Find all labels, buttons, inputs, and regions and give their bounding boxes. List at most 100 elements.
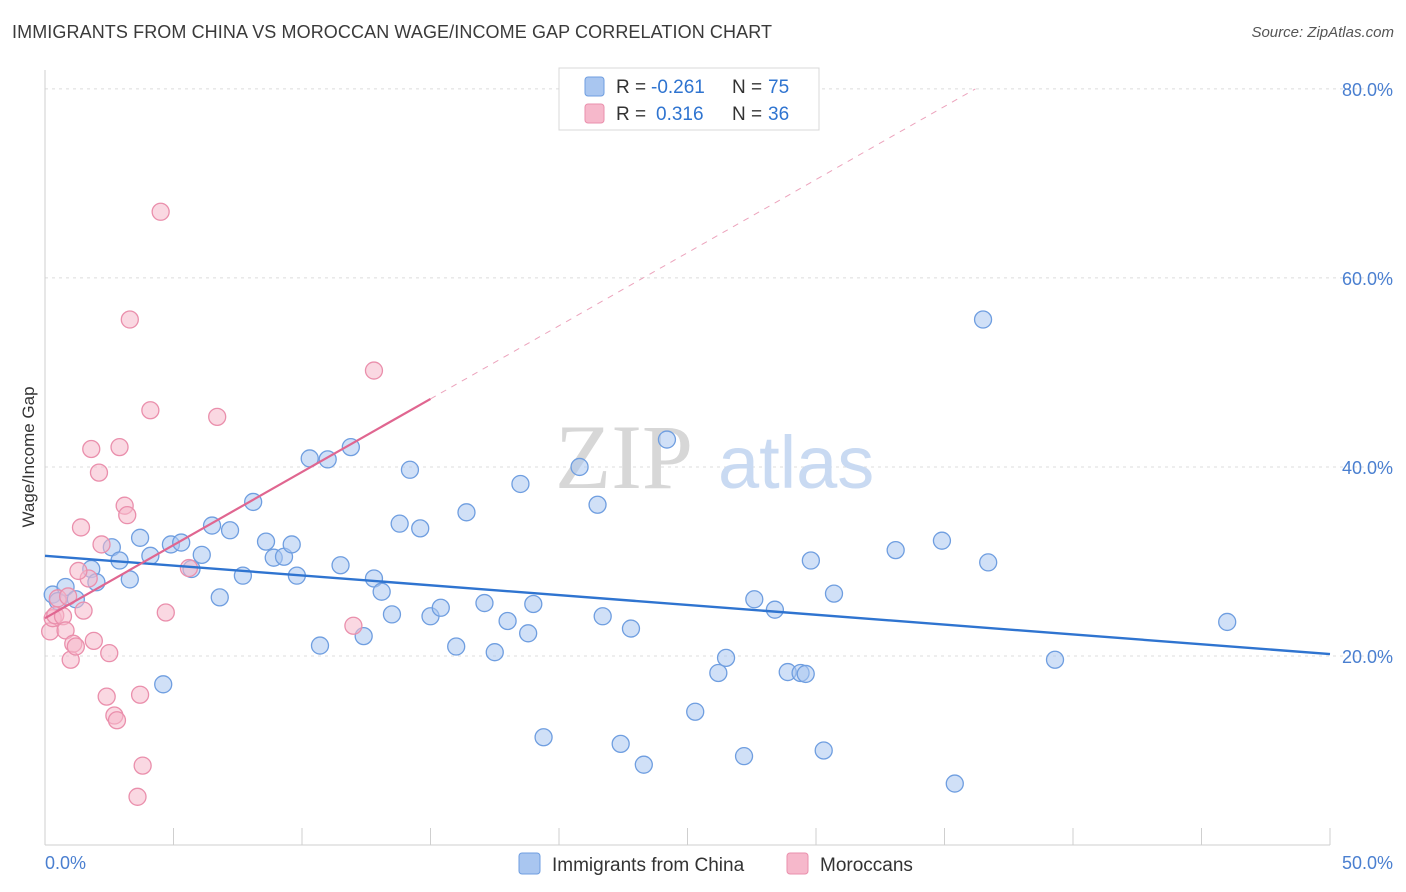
moroccans-trend-extension (430, 88, 976, 400)
moroccans-trend-line (44, 397, 432, 620)
china-point-74 (1218, 612, 1237, 632)
china-point-33 (372, 582, 391, 601)
china-point-9 (130, 528, 150, 547)
china-point-58 (716, 648, 736, 668)
china-point-60 (745, 590, 764, 609)
moroccans-point-14 (89, 463, 109, 482)
moroccans-point-15 (92, 535, 111, 554)
china-point-59 (734, 747, 754, 766)
china-point-72 (979, 553, 998, 572)
china-point-50 (588, 495, 607, 514)
series-moroccans-points (40, 202, 384, 806)
legend-r-value-2: 0.316 (656, 104, 704, 125)
y-tick-labels: 20.0% 40.0% 60.0% 80.0% (1342, 80, 1393, 667)
china-point-39 (431, 598, 450, 617)
china-point-35 (390, 514, 409, 533)
china-point-15 (192, 545, 211, 564)
moroccans-point-13 (84, 631, 103, 651)
china-point-48 (534, 728, 553, 747)
series-legend-swatch-china (518, 852, 541, 875)
china-point-52 (611, 734, 630, 754)
y-tick-label-60: 60.0% (1342, 269, 1393, 289)
moroccans-point-27 (141, 401, 160, 420)
moroccans-point-32 (344, 616, 363, 635)
moroccans-point-31 (208, 407, 227, 427)
moroccans-point-10 (74, 601, 93, 620)
china-point-54 (634, 755, 653, 774)
china-trend-line (44, 554, 1331, 656)
chart-source: Source: ZipAtlas.com (1251, 24, 1394, 41)
moroccans-point-20 (110, 437, 129, 457)
china-point-55 (657, 430, 677, 449)
moroccans-point-33 (364, 361, 384, 380)
china-point-70 (945, 774, 964, 793)
moroccans-point-23 (120, 310, 139, 329)
china-point-73 (1045, 650, 1065, 669)
legend-n-label-1: N = (732, 77, 762, 98)
series-legend: Immigrants from China Moroccans (518, 852, 913, 876)
china-point-49 (570, 457, 589, 477)
y-tick-label-40: 40.0% (1342, 458, 1393, 478)
china-point-56 (686, 702, 705, 721)
series-legend-label-moroccans: Moroccans (820, 855, 913, 876)
china-point-67 (824, 584, 844, 603)
china-point-65 (801, 551, 821, 570)
moroccans-point-17 (100, 643, 119, 663)
legend-r-label-1: R = (616, 77, 646, 98)
series-legend-label-china: Immigrants from China (552, 855, 745, 876)
china-point-53 (621, 619, 641, 638)
china-point-36 (400, 460, 420, 479)
chart-title: IMMIGRANTS FROM CHINA VS MOROCCAN WAGE/I… (12, 22, 773, 42)
moroccans-point-26 (128, 787, 147, 806)
china-point-43 (485, 643, 504, 662)
china-point-51 (593, 607, 612, 626)
moroccans-point-22 (118, 506, 137, 525)
china-point-34 (382, 605, 402, 624)
china-point-40 (447, 637, 466, 656)
moroccans-point-25 (133, 756, 152, 775)
moroccans-point-28 (151, 202, 170, 221)
trend-lines (44, 88, 1331, 656)
china-point-18 (220, 521, 240, 540)
legend-r-label-2: R = (616, 104, 646, 125)
y-axis-title: Wage/Income Gap (19, 386, 38, 527)
moroccans-point-9 (71, 518, 91, 537)
china-point-47 (524, 594, 543, 614)
moroccans-point-8 (66, 637, 85, 656)
china-point-41 (457, 503, 476, 522)
moroccans-point-24 (130, 685, 150, 704)
legend-swatch-blue (584, 76, 605, 97)
legend-r-value-1: -0.261 (651, 77, 705, 98)
china-point-61 (765, 600, 785, 619)
china-point-27 (310, 636, 330, 655)
series-immigrants-from-china-points (43, 310, 1237, 793)
china-point-66 (814, 741, 833, 760)
china-point-29 (331, 556, 350, 575)
china-point-45 (511, 474, 530, 494)
moroccans-point-12 (82, 439, 101, 459)
moroccans-point-34 (69, 561, 88, 581)
moroccans-point-16 (97, 687, 116, 706)
china-point-42 (475, 593, 494, 613)
y-tick-label-20: 20.0% (1342, 647, 1393, 667)
watermark-zip: ZIP (555, 406, 693, 508)
moroccans-point-29 (156, 603, 175, 622)
china-point-69 (932, 531, 952, 550)
china-point-24 (282, 535, 301, 554)
china-point-17 (210, 588, 229, 607)
china-point-21 (256, 532, 276, 551)
x-tick-label-0: 0.0% (45, 853, 86, 873)
moroccans-point-19 (107, 711, 127, 730)
legend-n-label-2: N = (732, 104, 762, 125)
china-point-46 (519, 624, 538, 643)
legend-n-value-2: 36 (768, 104, 789, 125)
watermark-atlas: atlas (718, 421, 874, 504)
legend-n-value-1: 75 (768, 77, 789, 98)
china-point-68 (886, 540, 905, 560)
correlation-legend: R = -0.261 N = 75 R = 0.316 N = 36 (558, 67, 820, 131)
china-point-44 (498, 611, 517, 631)
y-tick-label-80: 80.0% (1342, 80, 1393, 100)
legend-swatch-pink (584, 103, 605, 124)
x-tick-label-50: 50.0% (1342, 853, 1393, 873)
